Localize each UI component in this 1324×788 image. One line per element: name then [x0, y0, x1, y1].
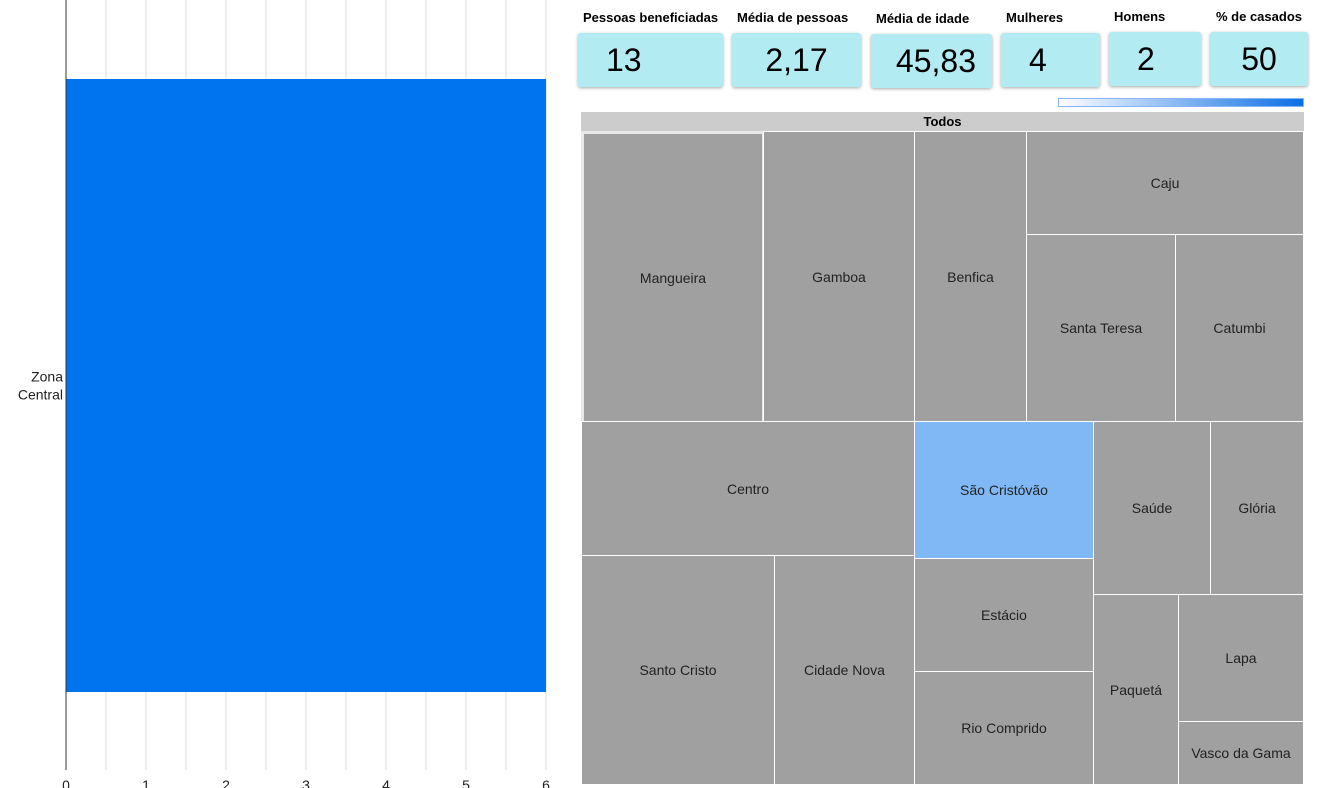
treemap-header-todos[interactable]: Todos — [581, 112, 1304, 131]
kpi-homens-label: Homens — [1114, 9, 1166, 24]
x-tick-label: 2 — [222, 777, 230, 788]
bar[interactable] — [66, 79, 546, 692]
kpi-pessoas-beneficiadas-label: Pessoas beneficiadas — [583, 10, 719, 25]
tile-cidade-nova[interactable]: Cidade Nova — [774, 555, 915, 785]
tile-gamboa[interactable]: Gamboa — [763, 131, 915, 422]
x-tick-label: 4 — [382, 777, 390, 788]
kpi-pessoas-beneficiadas-value[interactable]: 13 — [578, 33, 723, 87]
tile-lapa[interactable]: Lapa — [1178, 594, 1304, 722]
tile-caju[interactable]: Caju — [1026, 131, 1304, 235]
category-label: Central — [18, 387, 63, 403]
kpi-media-idade-value[interactable]: 45,83 — [871, 34, 992, 88]
kpi-media-pessoas-label: Média de pessoas — [737, 10, 849, 25]
tile-estacio[interactable]: Estácio — [914, 558, 1094, 672]
tile-mangueira[interactable]: Mangueira — [581, 131, 765, 424]
tile-benfica[interactable]: Benfica — [914, 131, 1027, 422]
kpi-media-idade-label: Média de idade — [876, 11, 970, 26]
tile-sao-cristovao[interactable]: São Cristóvão — [914, 421, 1094, 559]
category-label: Zona — [31, 369, 63, 385]
x-tick-label: 0 — [62, 777, 70, 788]
x-tick-label: 5 — [462, 777, 470, 788]
kpi-media-pessoas-value[interactable]: 2,17 — [732, 33, 861, 87]
tile-rio-comprido[interactable]: Rio Comprido — [914, 671, 1094, 785]
kpi-percent-casados-label: % de casados — [1216, 9, 1302, 24]
x-tick-label: 6 — [542, 777, 550, 788]
tile-catumbi[interactable]: Catumbi — [1175, 234, 1304, 422]
tile-santo-cristo[interactable]: Santo Cristo — [581, 555, 775, 785]
color-scale-legend — [1058, 98, 1304, 107]
x-tick-label: 3 — [302, 777, 310, 788]
tile-saude[interactable]: Saúde — [1093, 421, 1211, 595]
tile-centro[interactable]: Centro — [581, 421, 915, 556]
kpi-mulheres-label: Mulheres — [1006, 10, 1064, 25]
kpi-mulheres-value[interactable]: 4 — [1001, 33, 1100, 87]
tile-santa-teresa[interactable]: Santa Teresa — [1026, 234, 1176, 422]
kpi-percent-casados-value[interactable]: 50 — [1210, 32, 1308, 86]
x-tick-label: 1 — [142, 777, 150, 788]
tile-vasco-da-gama[interactable]: Vasco da Gama — [1178, 721, 1304, 785]
tile-paqueta[interactable]: Paquetá — [1093, 594, 1179, 785]
tile-gloria[interactable]: Glória — [1210, 421, 1304, 595]
bar-chart: Zona Central 0 1 2 3 4 5 6 — [18, 0, 550, 788]
kpi-homens-value[interactable]: 2 — [1109, 32, 1201, 86]
